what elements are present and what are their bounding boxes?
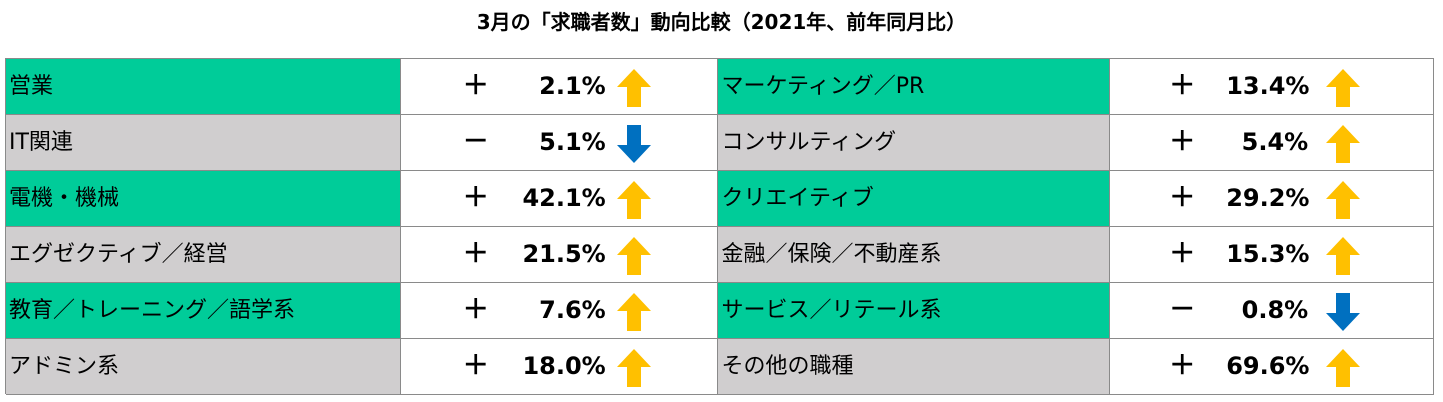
arrow-up-icon [616, 349, 651, 387]
change-sign: ＋ [462, 183, 489, 213]
change-cell: ＋ 29.2% [1110, 171, 1434, 227]
change-value: 18.0% [522, 352, 606, 380]
change-cell: ＋ 2.1% [400, 59, 718, 115]
comparison-table: 営業 ＋ 2.1% マーケティング／PR ＋ 13.4% IT関連 － 5.1% コンサルティング… [5, 58, 1434, 395]
arrow-up-icon [616, 181, 651, 219]
category-label: 教育／トレーニング／語学系 [6, 283, 401, 339]
category-label: 電機・機械 [6, 171, 401, 227]
category-label: クリエイティブ [717, 171, 1111, 227]
chart-title: 3月の「求職者数」動向比較（2021年、前年同月比） [476, 10, 967, 34]
change-cell: － 0.8% [1110, 283, 1434, 339]
arrow-up-icon [1326, 349, 1361, 387]
change-sign: ＋ [1169, 127, 1196, 157]
category-label: サービス／リテール系 [717, 283, 1111, 339]
change-cell: ＋ 15.3% [1110, 227, 1434, 283]
table-row: 営業 ＋ 2.1% マーケティング／PR ＋ 13.4% [6, 59, 1434, 115]
change-value: 69.6% [1226, 352, 1310, 380]
change-value: 15.3% [1226, 240, 1310, 268]
category-label: その他の職種 [717, 339, 1111, 395]
arrow-up-icon [616, 69, 651, 107]
change-value: 29.2% [1226, 184, 1310, 212]
change-value: 0.8% [1241, 296, 1309, 324]
change-sign: ＋ [462, 295, 489, 325]
arrow-down-icon [616, 125, 651, 163]
arrow-up-icon [1326, 69, 1361, 107]
change-sign: ＋ [1169, 351, 1196, 381]
change-sign: ＋ [462, 239, 489, 269]
change-value: 5.4% [1241, 128, 1309, 156]
category-label: エグゼクティブ／経営 [6, 227, 401, 283]
table-row: IT関連 － 5.1% コンサルティング ＋ 5.4% [6, 115, 1434, 171]
arrow-up-icon [1326, 237, 1361, 275]
arrow-up-icon [1326, 125, 1361, 163]
arrow-up-icon [616, 293, 651, 331]
category-label: 営業 [6, 59, 401, 115]
change-value: 5.1% [539, 128, 606, 156]
change-sign: ＋ [1169, 239, 1196, 269]
change-cell: ＋ 42.1% [400, 171, 718, 227]
change-sign: ＋ [462, 351, 489, 381]
change-sign: ＋ [1169, 71, 1196, 101]
category-label: IT関連 [6, 115, 401, 171]
change-sign: ＋ [462, 71, 489, 101]
change-cell: ＋ 69.6% [1110, 339, 1434, 395]
table-row: 教育／トレーニング／語学系 ＋ 7.6% サービス／リテール系 － 0.8% [6, 283, 1434, 339]
category-label: 金融／保険／不動産系 [717, 227, 1111, 283]
change-value: 7.6% [539, 296, 606, 324]
arrow-up-icon [1326, 181, 1361, 219]
change-value: 42.1% [522, 184, 606, 212]
table-row: 電機・機械 ＋ 42.1% クリエイティブ ＋ 29.2% [6, 171, 1434, 227]
arrow-down-icon [1326, 293, 1361, 331]
category-label: アドミン系 [6, 339, 401, 395]
arrow-up-icon [616, 237, 651, 275]
change-value: 2.1% [539, 72, 606, 100]
change-cell: － 5.1% [400, 115, 718, 171]
change-cell: ＋ 21.5% [400, 227, 718, 283]
change-value: 21.5% [522, 240, 606, 268]
change-value: 13.4% [1226, 72, 1310, 100]
change-cell: ＋ 13.4% [1110, 59, 1434, 115]
change-cell: ＋ 18.0% [400, 339, 718, 395]
table-row: アドミン系 ＋ 18.0% その他の職種 ＋ 69.6% [6, 339, 1434, 395]
category-label: コンサルティング [717, 115, 1111, 171]
change-sign: － [462, 127, 489, 157]
change-sign: ＋ [1169, 183, 1196, 213]
change-cell: ＋ 5.4% [1110, 115, 1434, 171]
table-row: エグゼクティブ／経営 ＋ 21.5% 金融／保険／不動産系 ＋ 15.3% [6, 227, 1434, 283]
change-sign: － [1169, 295, 1196, 325]
category-label: マーケティング／PR [717, 59, 1111, 115]
change-cell: ＋ 7.6% [400, 283, 718, 339]
